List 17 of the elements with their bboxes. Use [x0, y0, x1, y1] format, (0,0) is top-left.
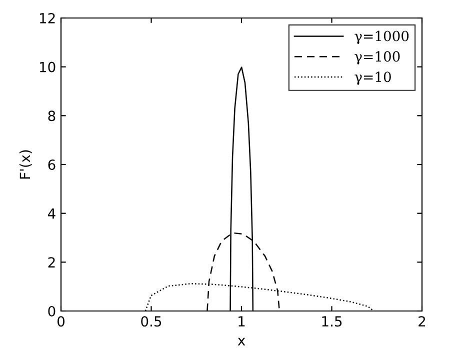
legend-label: γ=1000	[354, 30, 409, 44]
x-tick-label: 1	[238, 316, 245, 326]
x-axis-title: x	[238, 338, 246, 346]
y-tick-label: 6	[48, 159, 56, 170]
x-tick-label: 0.5	[141, 316, 162, 327]
y-tick-label: 0	[48, 306, 56, 316]
x-tick-label: 0	[57, 316, 64, 327]
y-tick-label: 8	[48, 110, 56, 122]
y-tick-label: 2	[48, 257, 55, 268]
y-tick-label: 4	[48, 208, 56, 219]
x-tick-label: 1.5	[322, 316, 342, 327]
y-tick-label: 12	[40, 12, 55, 24]
legend-label: γ=100	[354, 51, 400, 64]
legend-label: γ=10	[354, 72, 391, 85]
y-tick-label: 10	[40, 62, 56, 72]
y-axis-title: F'(x)	[19, 150, 32, 179]
x-tick-label: 2	[418, 316, 426, 326]
